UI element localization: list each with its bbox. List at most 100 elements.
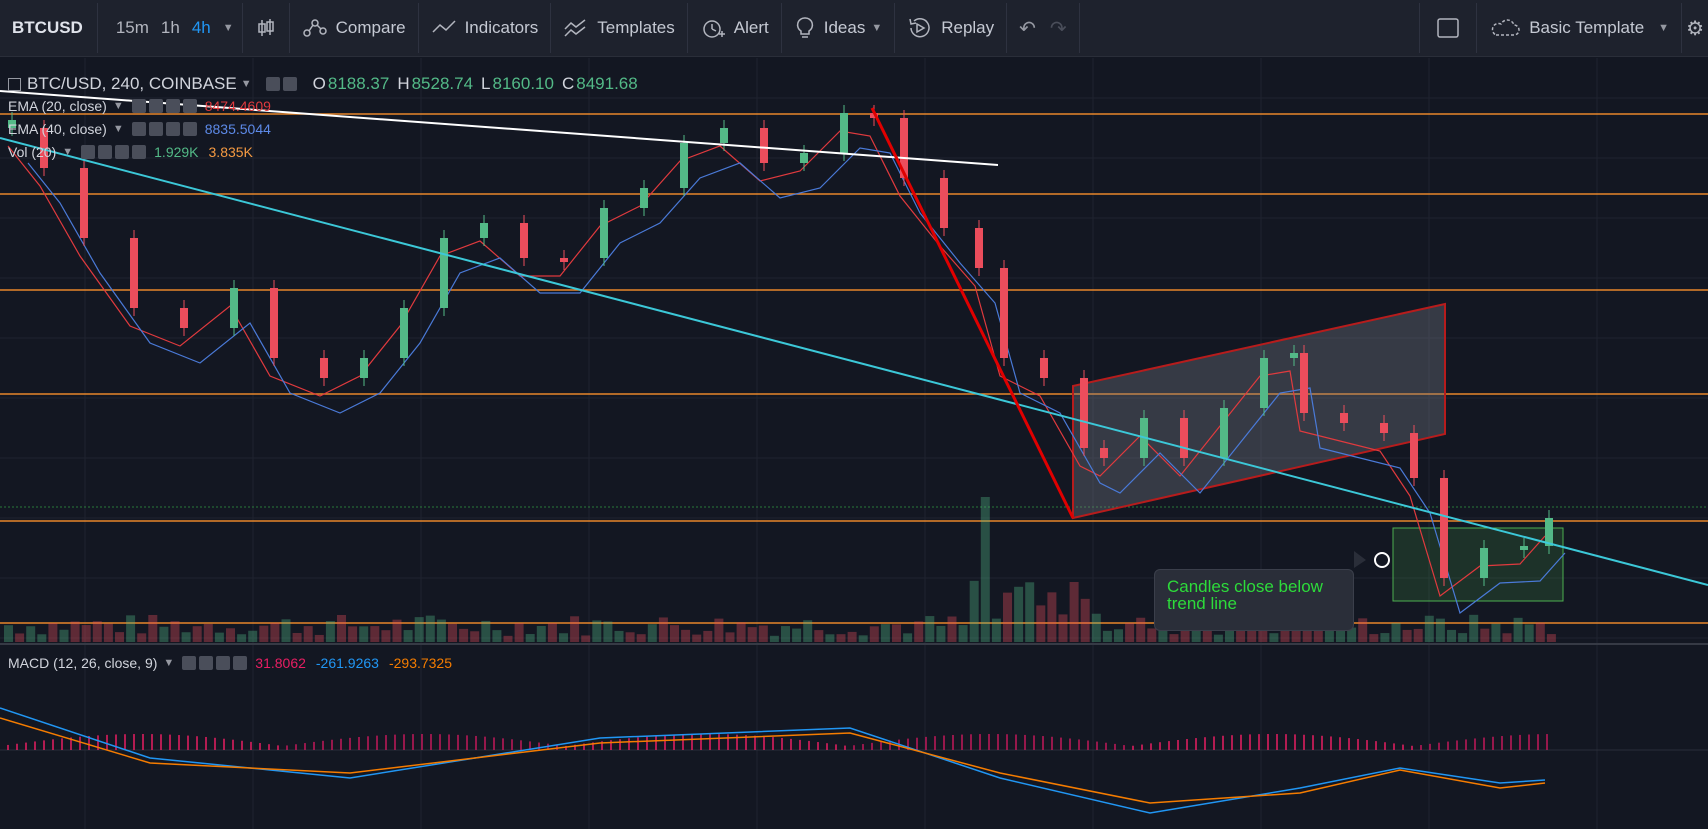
fullscreen-button[interactable] bbox=[1420, 0, 1476, 56]
volume-bar bbox=[1125, 622, 1135, 642]
horizontal-levels bbox=[0, 113, 1708, 624]
compare-button[interactable]: Compare bbox=[290, 0, 418, 56]
eye-icon[interactable] bbox=[131, 99, 146, 113]
volume-bar bbox=[1413, 628, 1423, 642]
template-dropdown-icon[interactable]: ▼ bbox=[1658, 22, 1670, 34]
volume-bar bbox=[414, 617, 424, 642]
volume-bar bbox=[559, 633, 568, 642]
eye-icon[interactable] bbox=[265, 77, 280, 91]
add-icon[interactable] bbox=[165, 122, 180, 136]
eye-icon[interactable] bbox=[131, 122, 146, 136]
candle-body bbox=[230, 288, 238, 328]
indicators-button[interactable]: Indicators bbox=[419, 0, 551, 56]
volume-bar bbox=[858, 635, 868, 642]
candle-body bbox=[40, 128, 48, 168]
annotation-callout[interactable]: Candles close below trend line bbox=[1154, 569, 1354, 631]
volume-bar bbox=[525, 634, 535, 642]
low-label: L bbox=[481, 74, 491, 93]
add-icon[interactable] bbox=[216, 656, 231, 670]
volume-bar bbox=[181, 632, 191, 642]
settings-icon[interactable] bbox=[148, 122, 163, 136]
toolbar-separator bbox=[550, 3, 552, 53]
alert-button[interactable]: Alert bbox=[688, 0, 781, 56]
ema40-dropdown-icon[interactable]: ▼ bbox=[112, 123, 124, 135]
add-icon[interactable] bbox=[165, 99, 180, 113]
volume-bar bbox=[703, 630, 713, 642]
ema40-title[interactable]: EMA (40, close) bbox=[8, 121, 107, 137]
candle-body bbox=[940, 178, 948, 228]
remove-icon[interactable] bbox=[233, 656, 248, 670]
settings-icon[interactable] bbox=[98, 145, 113, 159]
volume-bar bbox=[536, 625, 546, 642]
undo-icon[interactable]: ↶ bbox=[1019, 17, 1036, 40]
interval-dropdown-icon[interactable]: ▼ bbox=[222, 22, 234, 34]
remove-icon[interactable] bbox=[132, 145, 147, 159]
macd-signal-value: -293.7325 bbox=[388, 655, 453, 671]
volume-bar bbox=[814, 630, 824, 642]
replay-button[interactable]: Replay bbox=[895, 0, 1006, 56]
volume-bar bbox=[1147, 628, 1157, 642]
settings-icon[interactable] bbox=[282, 77, 297, 91]
candle-body bbox=[870, 113, 878, 118]
cloud-icon bbox=[1491, 19, 1520, 36]
volume-bar bbox=[1480, 628, 1490, 642]
toolbar-separator bbox=[780, 3, 782, 53]
volume-bar bbox=[980, 497, 990, 642]
candle-body bbox=[400, 308, 408, 358]
candle-body bbox=[1440, 478, 1448, 578]
series-title[interactable]: BTC/USD, 240, COINBASE bbox=[27, 74, 237, 93]
volume-bar bbox=[81, 625, 91, 642]
macd-dropdown-icon[interactable]: ▼ bbox=[163, 657, 175, 669]
high-label: H bbox=[397, 74, 410, 93]
templates-button[interactable]: Templates bbox=[551, 0, 686, 56]
volume-bar bbox=[1058, 614, 1068, 642]
volume-bar bbox=[381, 630, 391, 642]
redo-icon[interactable]: ↷ bbox=[1049, 17, 1067, 40]
settings-icon[interactable] bbox=[199, 656, 214, 670]
volume-bar bbox=[614, 630, 624, 642]
eye-icon[interactable] bbox=[81, 145, 96, 159]
alert-label: Alert bbox=[733, 18, 769, 37]
templates-icon bbox=[564, 19, 586, 37]
volume-bar bbox=[647, 624, 657, 642]
interval-1h-button[interactable]: 1h bbox=[160, 18, 180, 37]
ideas-dropdown-icon[interactable]: ▼ bbox=[871, 22, 883, 34]
macd-title[interactable]: MACD (12, 26, close, 9) bbox=[8, 655, 158, 671]
basic-template-button[interactable]: Basic Template ▼ bbox=[1477, 0, 1681, 56]
settings-icon[interactable] bbox=[148, 99, 163, 113]
ema40-value: 8835.5044 bbox=[204, 121, 271, 137]
candle-body bbox=[440, 238, 448, 308]
collapse-legend-icon[interactable] bbox=[8, 77, 21, 91]
candle-body bbox=[1410, 433, 1418, 478]
candle-body bbox=[680, 143, 688, 188]
chart-area[interactable]: BTC/USD, 240, COINBASE ▼ O 8188.37 H 8528.… bbox=[0, 58, 1708, 829]
ema20-title[interactable]: EMA (20, close) bbox=[8, 98, 107, 114]
volume-bar bbox=[115, 632, 124, 642]
volume-bar bbox=[370, 626, 380, 642]
remove-icon[interactable] bbox=[182, 99, 197, 113]
volume-bar bbox=[1535, 622, 1545, 642]
volume-bar bbox=[1524, 624, 1534, 642]
add-icon[interactable] bbox=[115, 145, 130, 159]
ema20-dropdown-icon[interactable]: ▼ bbox=[112, 100, 124, 112]
remove-icon[interactable] bbox=[182, 122, 197, 136]
ideas-button[interactable]: Ideas ▼ bbox=[782, 0, 894, 56]
chart-canvas[interactable] bbox=[0, 58, 1708, 829]
eye-icon[interactable] bbox=[182, 656, 197, 670]
toolbar-separator bbox=[241, 3, 243, 53]
volume-bar bbox=[1258, 627, 1268, 642]
chart-style-button[interactable] bbox=[243, 0, 289, 56]
interval-15m-button[interactable]: 15m bbox=[115, 18, 149, 37]
ideas-label: Ideas bbox=[823, 18, 866, 37]
volume-bar bbox=[592, 620, 602, 642]
settings-button[interactable]: ⚙ bbox=[1682, 0, 1708, 56]
volume-bar bbox=[625, 632, 635, 642]
volume-bar bbox=[1014, 586, 1024, 642]
toolbar-separator bbox=[894, 3, 896, 53]
symbol-search-button[interactable]: BTCUSD bbox=[12, 18, 83, 37]
volume-title[interactable]: Vol (20) bbox=[8, 144, 57, 160]
interval-4h-button[interactable]: 4h bbox=[191, 18, 211, 37]
red-drop-line bbox=[870, 107, 1075, 519]
series-dropdown-icon[interactable]: ▼ bbox=[240, 78, 252, 90]
volume-dropdown-icon[interactable]: ▼ bbox=[62, 146, 74, 158]
